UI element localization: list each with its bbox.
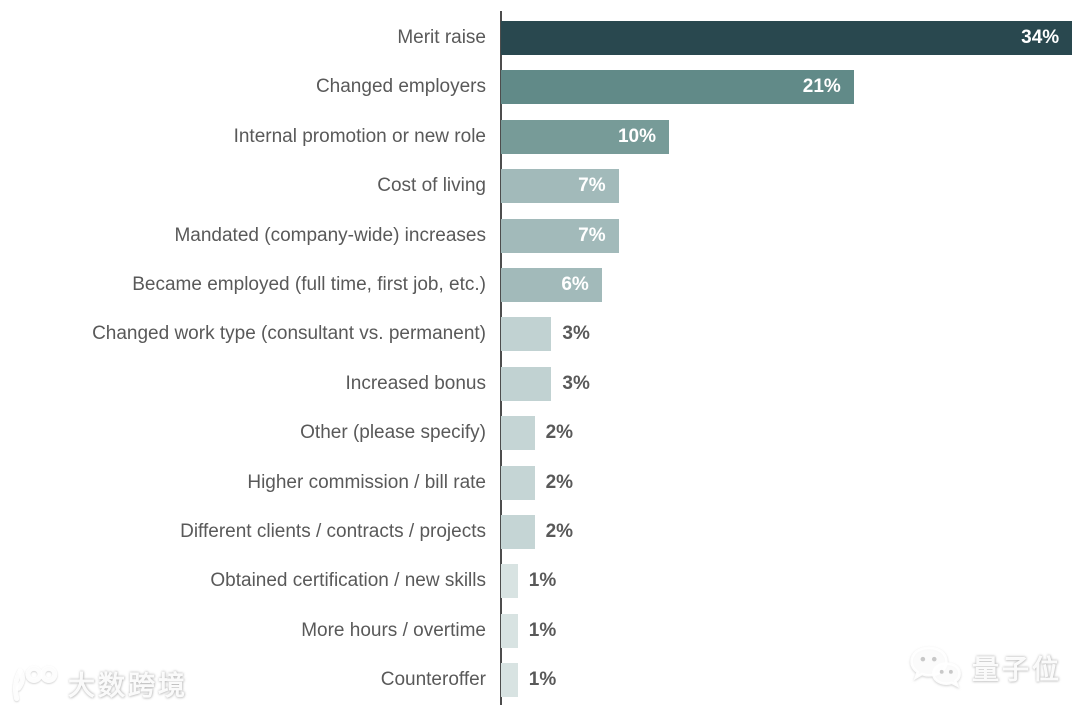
chart-row: Mandated (company-wide) increases 7%	[0, 218, 1080, 253]
bar: 7%	[501, 169, 619, 204]
category-label: Changed work type (consultant vs. perman…	[92, 323, 486, 345]
bar-track: 10%	[501, 119, 1080, 154]
value-label: 3%	[562, 323, 590, 345]
bar	[501, 317, 552, 352]
value-label: 7%	[578, 224, 606, 246]
chart-row: Higher commission / bill rate 2%	[0, 465, 1080, 500]
bar-track: 2%	[501, 416, 1080, 451]
chart-row: Internal promotion or new role 10%	[0, 119, 1080, 154]
category-label: Changed employers	[315, 76, 486, 98]
bar-track: 3%	[501, 366, 1080, 401]
chart-row: Changed work type (consultant vs. perman…	[0, 317, 1080, 352]
chart-row: Changed employers 21%	[0, 70, 1080, 105]
value-label: 34%	[1021, 27, 1060, 48]
bar	[501, 564, 518, 599]
category-label: Counteroffer	[380, 669, 486, 691]
category-label: Cost of living	[377, 175, 486, 197]
chart-row: Obtained certification / new skills 1%	[0, 564, 1080, 599]
bar: 6%	[501, 267, 602, 302]
value-label: 10%	[617, 125, 656, 147]
bar-track: 34%	[501, 21, 1080, 55]
bar	[501, 416, 535, 451]
value-label: 7%	[578, 175, 606, 197]
value-label: 2%	[545, 422, 574, 444]
chart-row: Different clients / contracts / projects…	[0, 514, 1080, 549]
bar-track: 21%	[501, 70, 1080, 105]
bar-track: 1%	[501, 613, 1080, 648]
category-label: Became employed (full time, first job, e…	[132, 273, 486, 295]
category-label: More hours / overtime	[301, 619, 486, 641]
category-label: Other (please specify)	[300, 422, 486, 444]
chart-row: Other (please specify) 2%	[0, 416, 1080, 451]
value-label: 1%	[528, 669, 557, 691]
bar-track: 1%	[501, 663, 1080, 698]
category-label: Obtained certification / new skills	[210, 570, 486, 592]
category-label: Mandated (company-wide) increases	[174, 224, 486, 246]
chart-row: Increased bonus 3%	[0, 366, 1080, 401]
bar	[501, 663, 518, 698]
value-label: 21%	[802, 76, 841, 98]
category-label: Increased bonus	[345, 372, 487, 394]
bar: 7%	[501, 218, 619, 253]
chart-row: Cost of living 7%	[0, 169, 1080, 204]
bar	[501, 465, 535, 500]
bar: 21%	[501, 70, 854, 105]
bar-track: 6%	[501, 267, 1080, 302]
chart-row: Became employed (full time, first job, e…	[0, 267, 1080, 302]
chart-row: More hours / overtime 1%	[0, 613, 1080, 648]
value-label: 6%	[561, 273, 589, 295]
chart-rows: Merit raise 34% Changed employers 21% In…	[0, 21, 1080, 698]
value-label: 2%	[545, 520, 574, 542]
bar-track: 7%	[501, 169, 1080, 204]
category-label: Merit raise	[397, 27, 486, 48]
value-label: 2%	[545, 471, 574, 493]
bar: 10%	[501, 119, 669, 154]
chart-row: Counteroffer 1%	[0, 663, 1080, 698]
category-label: Internal promotion or new role	[233, 125, 486, 147]
bar-track: 3%	[501, 317, 1080, 352]
category-label: Higher commission / bill rate	[247, 471, 486, 493]
bar: 34%	[501, 21, 1073, 55]
bar	[501, 366, 552, 401]
bar-track: 1%	[501, 564, 1080, 599]
y-axis-line	[500, 11, 502, 705]
bar	[501, 613, 518, 648]
bar	[501, 514, 535, 549]
chart-row: Merit raise 34%	[0, 21, 1080, 55]
bar-track: 2%	[501, 514, 1080, 549]
bar-track: 2%	[501, 465, 1080, 500]
value-label: 1%	[528, 619, 557, 641]
value-label: 3%	[562, 372, 590, 394]
bar-track: 7%	[501, 218, 1080, 253]
value-label: 1%	[528, 570, 557, 592]
category-label: Different clients / contracts / projects	[180, 520, 486, 542]
